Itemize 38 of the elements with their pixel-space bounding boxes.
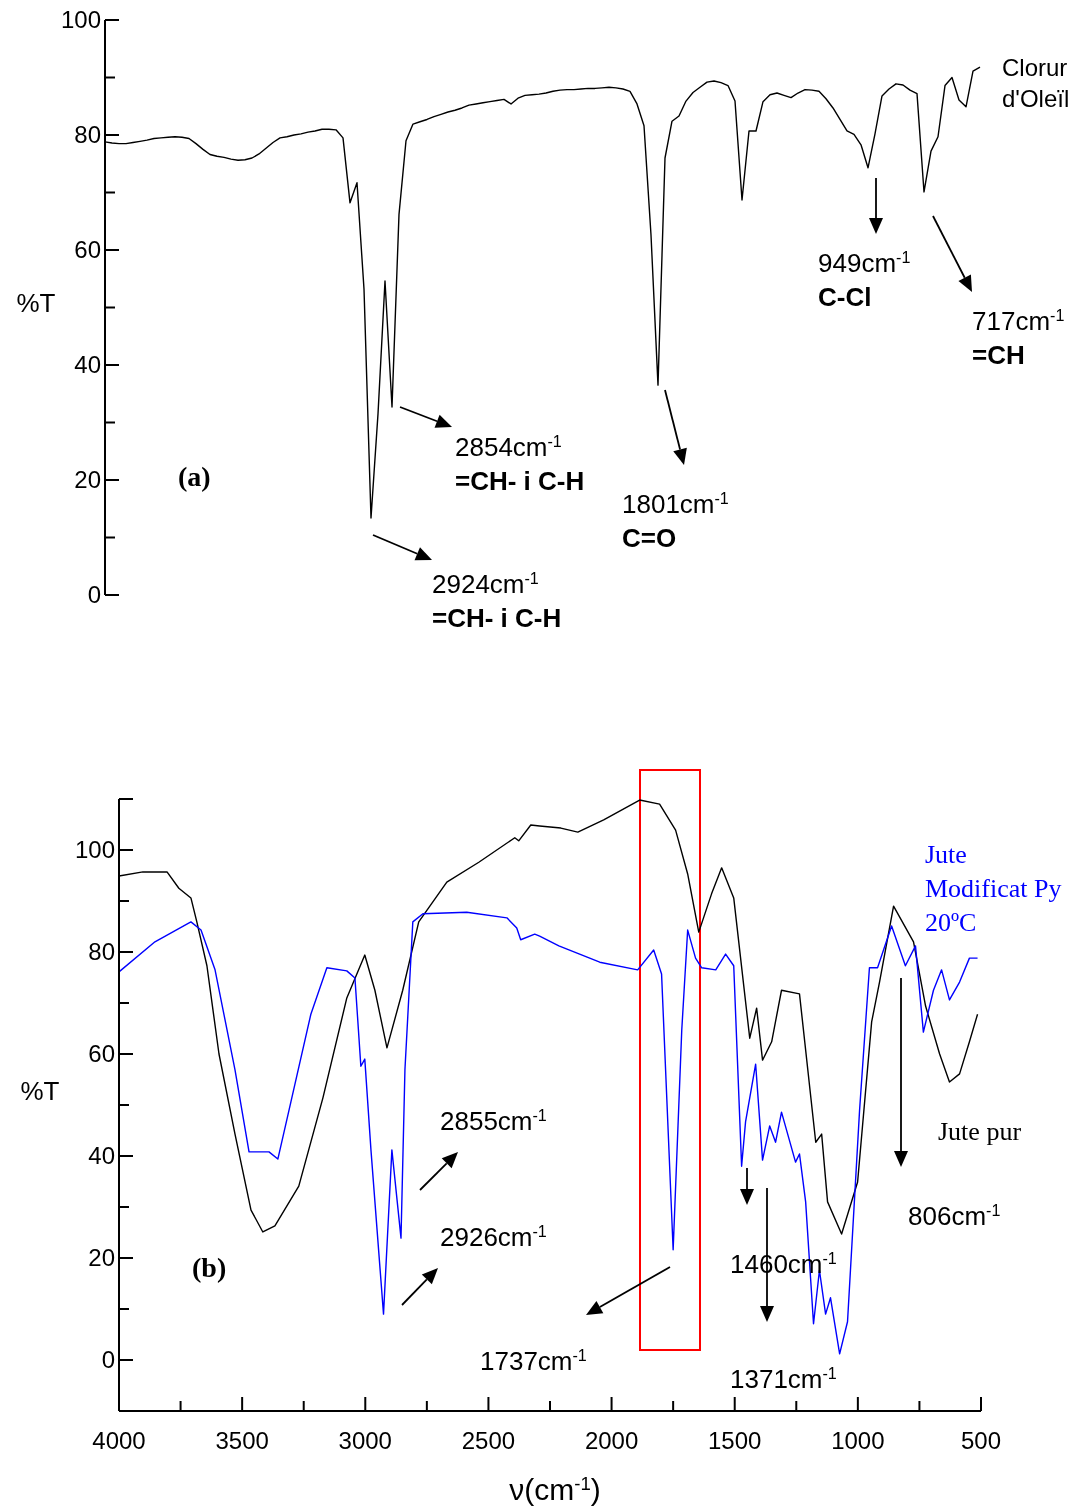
x-tick-label: 1000 — [831, 1427, 885, 1454]
y-tick-label: 60 — [74, 236, 101, 264]
y-tick-label: 40 — [74, 351, 101, 379]
text: 717cm$^{-1}$ =CH — [972, 306, 1065, 370]
text: 1801cm$^{-1}$ C=O — [622, 489, 729, 553]
y-axis-title: %T — [20, 1076, 60, 1106]
x-tick-label: 3500 — [215, 1427, 269, 1454]
x-tick-label: 500 — [960, 1427, 1002, 1454]
y-tick-label: 20 — [74, 466, 101, 494]
y-tick-label: 60 — [88, 1040, 115, 1068]
x-tick-label: 4000 — [92, 1427, 146, 1454]
y-tick-label: 80 — [88, 938, 115, 966]
series-label: Jute pur — [938, 1117, 1022, 1146]
annotation: (a) — [178, 461, 211, 492]
y-tick-label: 100 — [60, 6, 101, 34]
x-tick-label: 2000 — [584, 1427, 639, 1454]
y-tick-label: 40 — [88, 1142, 115, 1170]
annotation: 2854cm$^{-1}$ =CH- i C-H — [455, 432, 585, 496]
annotation: 1371cm$^{-1}$ — [730, 1364, 837, 1394]
text: 949cm$^{-1}$ C-Cl — [818, 248, 911, 312]
y-axis-title: %T — [16, 288, 56, 318]
y-tick-label: 100 — [74, 836, 115, 864]
annotation: 2855cm$^{-1}$ — [440, 1106, 547, 1136]
x-tick-label: 3000 — [338, 1427, 392, 1454]
annotation: 1737cm$^{-1}$ — [480, 1346, 587, 1376]
series-label: Clorur d'Oleïl — [1002, 54, 1070, 113]
y-tick-label: 0 — [87, 581, 101, 609]
x-tick-label: 1500 — [708, 1427, 762, 1454]
annotation: 2926cm$^{-1}$ — [440, 1222, 547, 1252]
x-axis-title: ν(cm$^{-1}$) — [509, 1472, 601, 1506]
annotation: 2924cm$^{-1}$ =CH- i C-H — [432, 569, 562, 633]
annotation: 806cm$^{-1}$ — [908, 1201, 1001, 1231]
y-tick-label: 20 — [88, 1244, 115, 1272]
y-tick-label: 0 — [101, 1346, 115, 1374]
y-tick-label: 80 — [74, 121, 101, 149]
x-tick-label: 2500 — [461, 1427, 516, 1454]
annotation: (b) — [192, 1252, 227, 1283]
series-label: Jute Modificat Py 20ºC — [925, 840, 1062, 937]
